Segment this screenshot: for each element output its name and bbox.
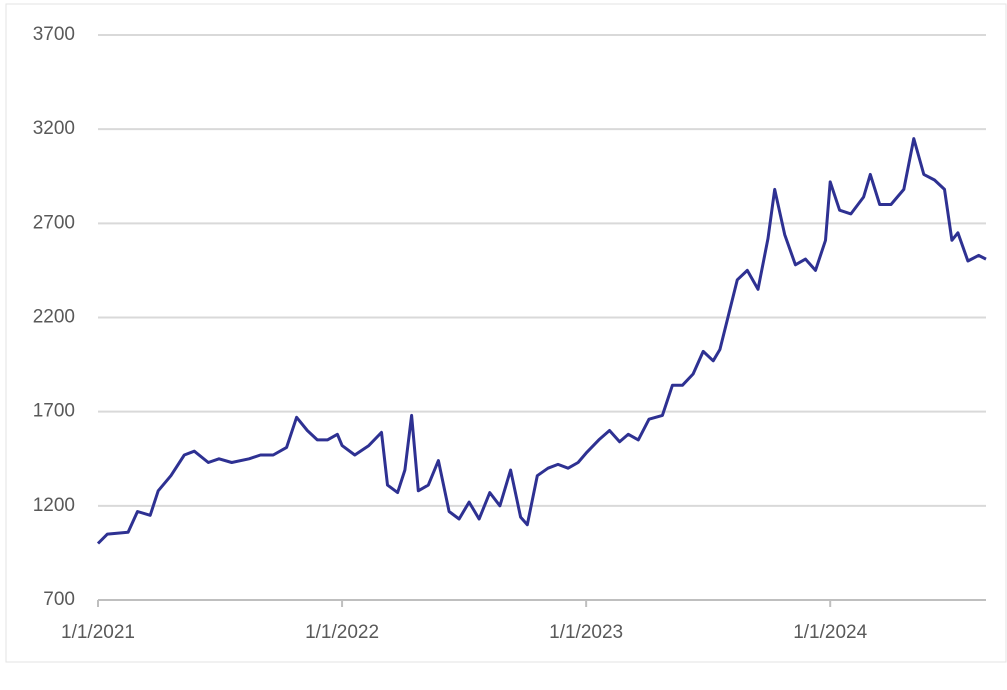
y-tick-label: 2200 <box>33 307 75 328</box>
chart-frame <box>5 3 1007 663</box>
x-tick-label: 1/1/2022 <box>305 622 379 643</box>
x-tick-label: 1/1/2021 <box>61 622 135 643</box>
y-tick-label: 1700 <box>33 401 75 422</box>
y-tick-label: 3200 <box>33 118 75 139</box>
y-tick-label: 2700 <box>33 212 75 233</box>
x-tick-label: 1/1/2024 <box>793 622 867 643</box>
y-tick-label: 700 <box>43 589 75 610</box>
line-series <box>96 137 987 545</box>
x-tick-label: 1/1/2023 <box>549 622 623 643</box>
y-tick-label: 1200 <box>33 495 75 516</box>
y-tick-label: 3700 <box>33 24 75 45</box>
